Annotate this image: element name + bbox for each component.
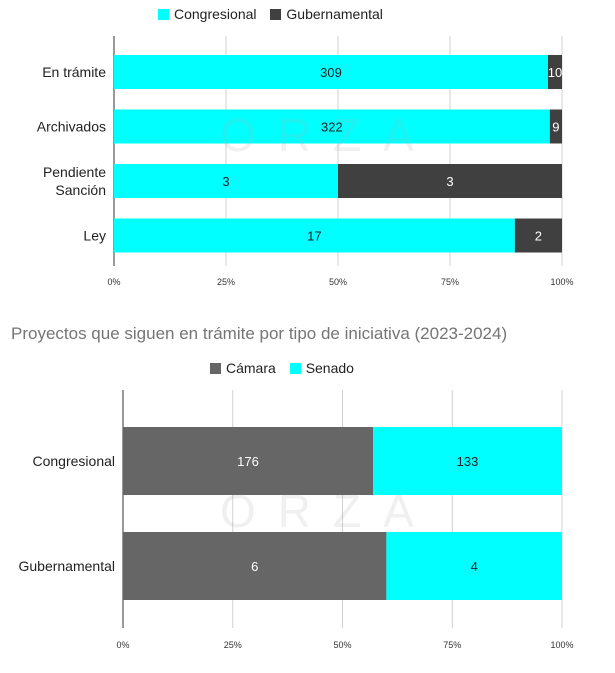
- data-label: 2: [535, 229, 542, 244]
- chart1-legend: Congresional Gubernamental: [158, 6, 393, 22]
- x-tick-label: 25%: [217, 277, 235, 287]
- category-label: Pendiente Sanción: [43, 164, 106, 198]
- x-tick-label: 50%: [333, 640, 351, 650]
- data-label: 3: [222, 174, 229, 189]
- x-tick-label: 75%: [443, 640, 461, 650]
- chart-iniciativa-estado: 0% 25% 50% 75% 100% 309 10 En trámite 322 9 Archiv…: [37, 36, 574, 287]
- bar-segment: [547, 55, 562, 89]
- data-label: 3: [446, 174, 453, 189]
- data-label: 133: [457, 454, 479, 469]
- legend-item-congresional: Congresional: [158, 6, 257, 22]
- x-tick-label: 100%: [550, 277, 573, 287]
- bar-segment: [549, 109, 562, 144]
- legend-item-camara: Cámara: [210, 360, 276, 376]
- bar-segment: [114, 55, 548, 89]
- x-tick-label: 50%: [329, 277, 347, 287]
- legend-label: Senado: [305, 360, 354, 376]
- bar-segment: [114, 109, 550, 144]
- data-label: 176: [237, 454, 259, 469]
- category-label: En trámite: [42, 64, 106, 80]
- legend-item-gubernamental: Gubernamental: [270, 6, 383, 22]
- chart2-legend: Cámara Senado: [210, 360, 364, 376]
- legend-swatch: [270, 9, 282, 20]
- x-tick-label: 75%: [441, 277, 459, 287]
- legend-swatch: [289, 363, 301, 374]
- bar-segment: [123, 427, 374, 495]
- bar-segment: [123, 532, 387, 600]
- data-label: 322: [321, 120, 343, 135]
- category-label: Ley: [83, 228, 106, 244]
- legend-item-senado: Senado: [289, 360, 354, 376]
- data-label: 9: [552, 120, 559, 135]
- bar-segment: [114, 164, 338, 198]
- legend-swatch: [158, 9, 169, 20]
- data-label: 10: [548, 65, 562, 80]
- legend-swatch: [210, 363, 221, 374]
- category-label: Gubernamental: [18, 558, 115, 574]
- legend-label: Gubernamental: [286, 6, 383, 22]
- bar-segment: [514, 218, 562, 253]
- bar-segment: [114, 218, 515, 253]
- x-tick-label: 100%: [550, 640, 573, 650]
- category-label: Congresional: [33, 453, 116, 469]
- bar-segment: [386, 532, 562, 600]
- bar-segment: [338, 164, 562, 198]
- x-tick-label: 0%: [107, 277, 120, 287]
- bar-segment: [373, 427, 562, 495]
- data-label: 309: [320, 65, 342, 80]
- data-label: 4: [471, 559, 478, 574]
- data-label: 6: [251, 559, 258, 574]
- x-tick-label: 0%: [116, 640, 129, 650]
- legend-label: Congresional: [174, 6, 257, 22]
- chart2-title: Proyectos que siguen en trámite por tipo…: [11, 324, 508, 343]
- x-tick-label: 25%: [224, 640, 242, 650]
- legend-label: Cámara: [226, 360, 276, 376]
- data-label: 17: [307, 229, 321, 244]
- category-label: Archivados: [37, 119, 106, 135]
